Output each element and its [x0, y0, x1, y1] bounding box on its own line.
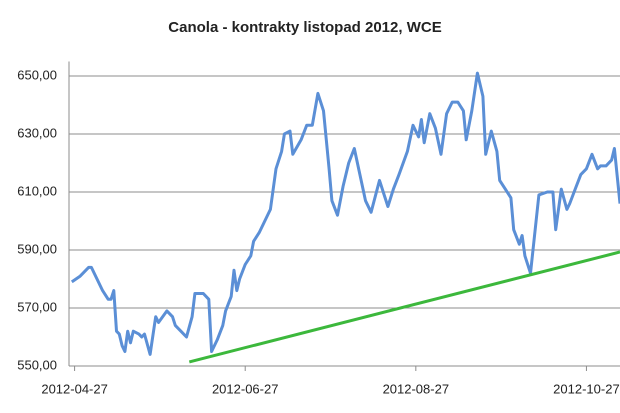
- x-tick-label: 2012-04-27: [41, 381, 108, 396]
- y-tick-label: 550,00: [17, 357, 57, 372]
- y-tick-label: 630,00: [17, 125, 57, 140]
- chart-title: Canola - kontrakty listopad 2012, WCE: [168, 19, 441, 36]
- y-tick-label: 590,00: [17, 241, 57, 256]
- x-tick-label: 2012-06-27: [212, 381, 279, 396]
- trend-line: [188, 250, 620, 364]
- y-tick-label: 650,00: [17, 67, 57, 82]
- x-tick-label: 2012-08-27: [383, 381, 450, 396]
- y-tick-label: 570,00: [17, 299, 57, 314]
- y-tick-label: 610,00: [17, 183, 57, 198]
- data-line: [70, 71, 620, 356]
- x-tick-label: 2012-10-27: [553, 381, 620, 396]
